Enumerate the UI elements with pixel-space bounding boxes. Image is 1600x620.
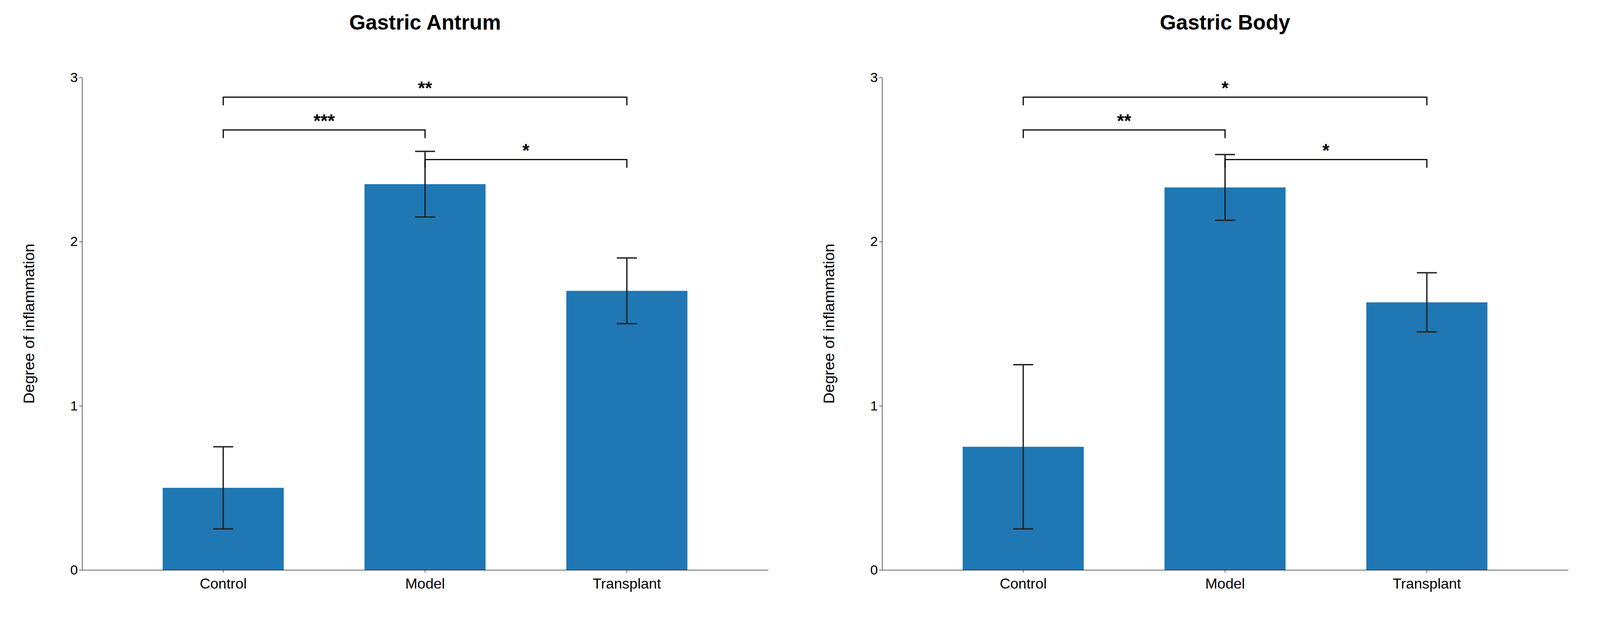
y-tick-label: 3 xyxy=(870,69,878,85)
y-axis: 0 1 2 3 xyxy=(870,69,882,577)
y-tick-label: 0 xyxy=(70,561,78,577)
significance-labels: ****** xyxy=(313,77,530,161)
x-tick-mark xyxy=(1023,569,1024,573)
y-tick-label: 3 xyxy=(70,69,78,85)
y-axis-title: Degree of inflammation xyxy=(20,243,38,404)
x-tick-mark xyxy=(1224,569,1226,573)
chart-title: Gastric Antrum xyxy=(349,10,501,35)
y-tick-mark xyxy=(879,77,882,78)
plot-area xyxy=(962,96,1488,570)
plot-area xyxy=(162,96,688,570)
y-tick-mark xyxy=(79,241,82,242)
chart-title: Gastric Body xyxy=(1159,10,1291,35)
y-tick-label: 2 xyxy=(70,233,78,249)
x-tick-label: Control xyxy=(999,575,1047,592)
significance-bracket xyxy=(1023,96,1427,106)
y-tick: 1 xyxy=(870,397,882,413)
error-bar xyxy=(616,257,637,324)
y-tick-label: 1 xyxy=(870,397,878,413)
significance-bracket xyxy=(425,159,627,168)
x-tick-mark xyxy=(626,569,627,573)
bar xyxy=(364,183,486,570)
chart-svg: ******ControlModelTransplant0123Degree o… xyxy=(0,0,1600,620)
y-tick-label: 2 xyxy=(870,233,878,249)
y-tick-label: 0 xyxy=(870,561,878,577)
x-tick: Control xyxy=(999,569,1047,592)
x-tick: Model xyxy=(405,569,445,592)
x-tick-label: Model xyxy=(1205,575,1245,592)
error-bar xyxy=(213,446,234,529)
significance-bracket xyxy=(223,96,627,106)
significance-label: * xyxy=(522,140,530,161)
y-axis: 0 1 2 3 xyxy=(70,69,82,577)
error-bar xyxy=(1013,364,1034,529)
y-tick: 0 xyxy=(70,561,82,577)
y-tick: 3 xyxy=(70,69,82,85)
significance-bracket xyxy=(1023,129,1225,138)
y-tick-mark xyxy=(79,405,82,407)
bar xyxy=(1164,187,1286,570)
x-tick-label: Control xyxy=(199,575,247,592)
x-tick-label: Transplant xyxy=(1392,575,1462,592)
x-tick-mark xyxy=(223,569,224,573)
significance-label: ** xyxy=(1116,110,1132,131)
x-tick: Transplant xyxy=(592,569,662,592)
y-tick-mark xyxy=(879,241,882,242)
significance-label: * xyxy=(1221,77,1229,98)
y-tick-mark xyxy=(879,405,882,407)
panel: ****ControlModelTransplant0123Degree of … xyxy=(820,10,1569,592)
error-bar xyxy=(1416,272,1437,332)
significance-label: * xyxy=(1322,140,1330,161)
y-tick-label: 1 xyxy=(70,397,78,413)
x-axis: Control Model Transplant xyxy=(82,569,769,592)
significance-bracket xyxy=(223,129,425,138)
x-axis: Control Model Transplant xyxy=(882,569,1569,592)
y-axis-line xyxy=(81,77,83,571)
x-tick: Transplant xyxy=(1392,569,1462,592)
x-tick: Model xyxy=(1205,569,1245,592)
significance-labels: **** xyxy=(1116,77,1330,161)
y-axis-line xyxy=(881,77,883,571)
significance-bracket xyxy=(1225,159,1427,168)
bar xyxy=(1366,302,1488,570)
significance-label: ** xyxy=(417,77,433,98)
y-tick: 3 xyxy=(870,69,882,85)
y-tick: 2 xyxy=(870,233,882,249)
bar xyxy=(566,290,688,570)
x-tick-label: Transplant xyxy=(592,575,662,592)
x-tick-mark xyxy=(424,569,426,573)
x-tick-label: Model xyxy=(405,575,445,592)
y-tick-mark xyxy=(879,569,882,571)
y-tick-mark xyxy=(79,77,82,78)
y-tick: 1 xyxy=(70,397,82,413)
x-tick: Control xyxy=(199,569,247,592)
y-axis-title: Degree of inflammation xyxy=(820,243,838,404)
significance-label: *** xyxy=(313,110,336,131)
panel: ******ControlModelTransplant0123Degree o… xyxy=(20,10,769,592)
y-tick: 2 xyxy=(70,233,82,249)
x-tick-mark xyxy=(1426,569,1427,573)
y-tick: 0 xyxy=(870,561,882,577)
y-tick-mark xyxy=(79,569,82,571)
